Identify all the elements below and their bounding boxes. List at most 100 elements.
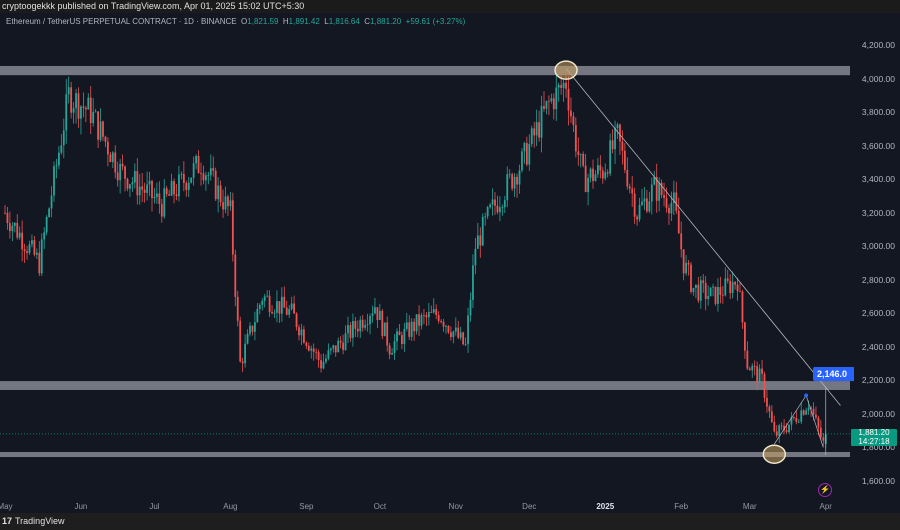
candle-body (543, 106, 545, 109)
candle-body (508, 174, 511, 176)
candle-body (709, 287, 712, 297)
candle-body (584, 165, 587, 192)
candle-body (254, 322, 256, 332)
candle-body (572, 116, 575, 126)
price-tick-label: 3,600.00 (861, 140, 895, 151)
candle-body (646, 198, 648, 212)
candle-body (89, 97, 92, 124)
candle-body (525, 143, 528, 165)
candle-body (298, 327, 300, 336)
candle-body (371, 313, 374, 317)
candle-body (16, 222, 19, 238)
candle-body (187, 182, 190, 190)
candle-body (84, 107, 87, 110)
price-tick-label: 1,600.00 (861, 476, 895, 487)
candle-body (249, 325, 251, 334)
candle-body (797, 421, 800, 423)
candle-body (726, 278, 729, 281)
candle-body (589, 168, 592, 178)
candle-body (663, 194, 665, 198)
candle-body (675, 192, 678, 211)
time-axis[interactable]: May Jun Jul Aug Sep Oct Nov Dec 2025 Feb Mar Apr (0, 500, 900, 513)
candle-body (788, 424, 790, 433)
candle-body (55, 165, 58, 167)
candle-body (719, 287, 722, 295)
candle-body (246, 333, 249, 344)
candle-body (158, 193, 161, 204)
candle-body (778, 425, 781, 436)
candle-body (817, 417, 820, 428)
candle-body (420, 315, 423, 326)
candle-body (295, 313, 298, 328)
candle-body (521, 151, 523, 171)
candle-body (236, 296, 239, 321)
candle-body (356, 328, 359, 332)
candle-body (175, 194, 178, 197)
candle-body (170, 181, 173, 196)
candle-body (231, 200, 234, 255)
candle-body (271, 311, 273, 314)
candle-body (623, 150, 626, 170)
candle-body (222, 202, 224, 210)
candle-body (300, 329, 303, 336)
candle-body (628, 186, 631, 189)
candle-body (545, 100, 548, 109)
candle-body (146, 184, 148, 193)
candle-body (761, 368, 763, 374)
candle-body (494, 199, 496, 206)
candle-body (148, 180, 151, 185)
candle-body (143, 189, 146, 193)
candle-body (690, 264, 692, 292)
candle-body (805, 410, 808, 415)
candle-body (200, 173, 202, 174)
candle-body (398, 331, 401, 336)
candle-body (810, 407, 812, 409)
candle-body (538, 122, 540, 138)
candle-body (77, 93, 80, 119)
candle-body (229, 200, 232, 207)
candle-body (18, 232, 21, 238)
candle-body (280, 296, 283, 314)
candle-body (114, 152, 117, 173)
price-chart[interactable] (0, 13, 850, 500)
anchor-point (804, 393, 809, 398)
candle-body (178, 174, 180, 197)
candle-body (35, 252, 38, 255)
candle-body (31, 240, 33, 245)
candle-body (180, 174, 183, 175)
candle-body (423, 315, 425, 316)
candle-body (560, 84, 563, 88)
candle-body (756, 366, 759, 383)
price-tick-label: 4,000.00 (861, 73, 895, 84)
time-tick-label: Aug (223, 502, 238, 511)
candle-body (570, 110, 572, 117)
tradingview-logo[interactable]: 17 TradingView (2, 516, 65, 526)
candle-body (748, 368, 751, 371)
candle-body (783, 425, 785, 431)
candle-body (202, 173, 205, 181)
lightning-icon[interactable]: ⚡ (818, 483, 832, 497)
candle-body (11, 225, 14, 232)
high-label: H (282, 17, 289, 26)
candle-body (388, 345, 391, 355)
symbol-title[interactable]: Ethereum / TetherUS PERPETUAL CONTRACT ·… (6, 17, 237, 26)
candle-body (812, 408, 815, 415)
candle-body (251, 325, 254, 332)
candle-body (312, 348, 315, 352)
candle-body (717, 287, 719, 304)
candle-body (476, 235, 479, 249)
candle-body (807, 407, 810, 411)
candle-body (533, 128, 536, 136)
candle-body (780, 425, 783, 427)
support-resistance-zone (0, 65, 850, 76)
candle-body (587, 177, 589, 192)
candle-body (393, 341, 396, 354)
candle-body (763, 373, 766, 398)
candle-body (374, 307, 376, 314)
candle-body (94, 111, 97, 113)
candle-body (655, 176, 658, 201)
candle-body (665, 197, 668, 208)
candle-body (381, 310, 384, 337)
candle-body (660, 182, 663, 195)
candle-body (736, 284, 739, 292)
